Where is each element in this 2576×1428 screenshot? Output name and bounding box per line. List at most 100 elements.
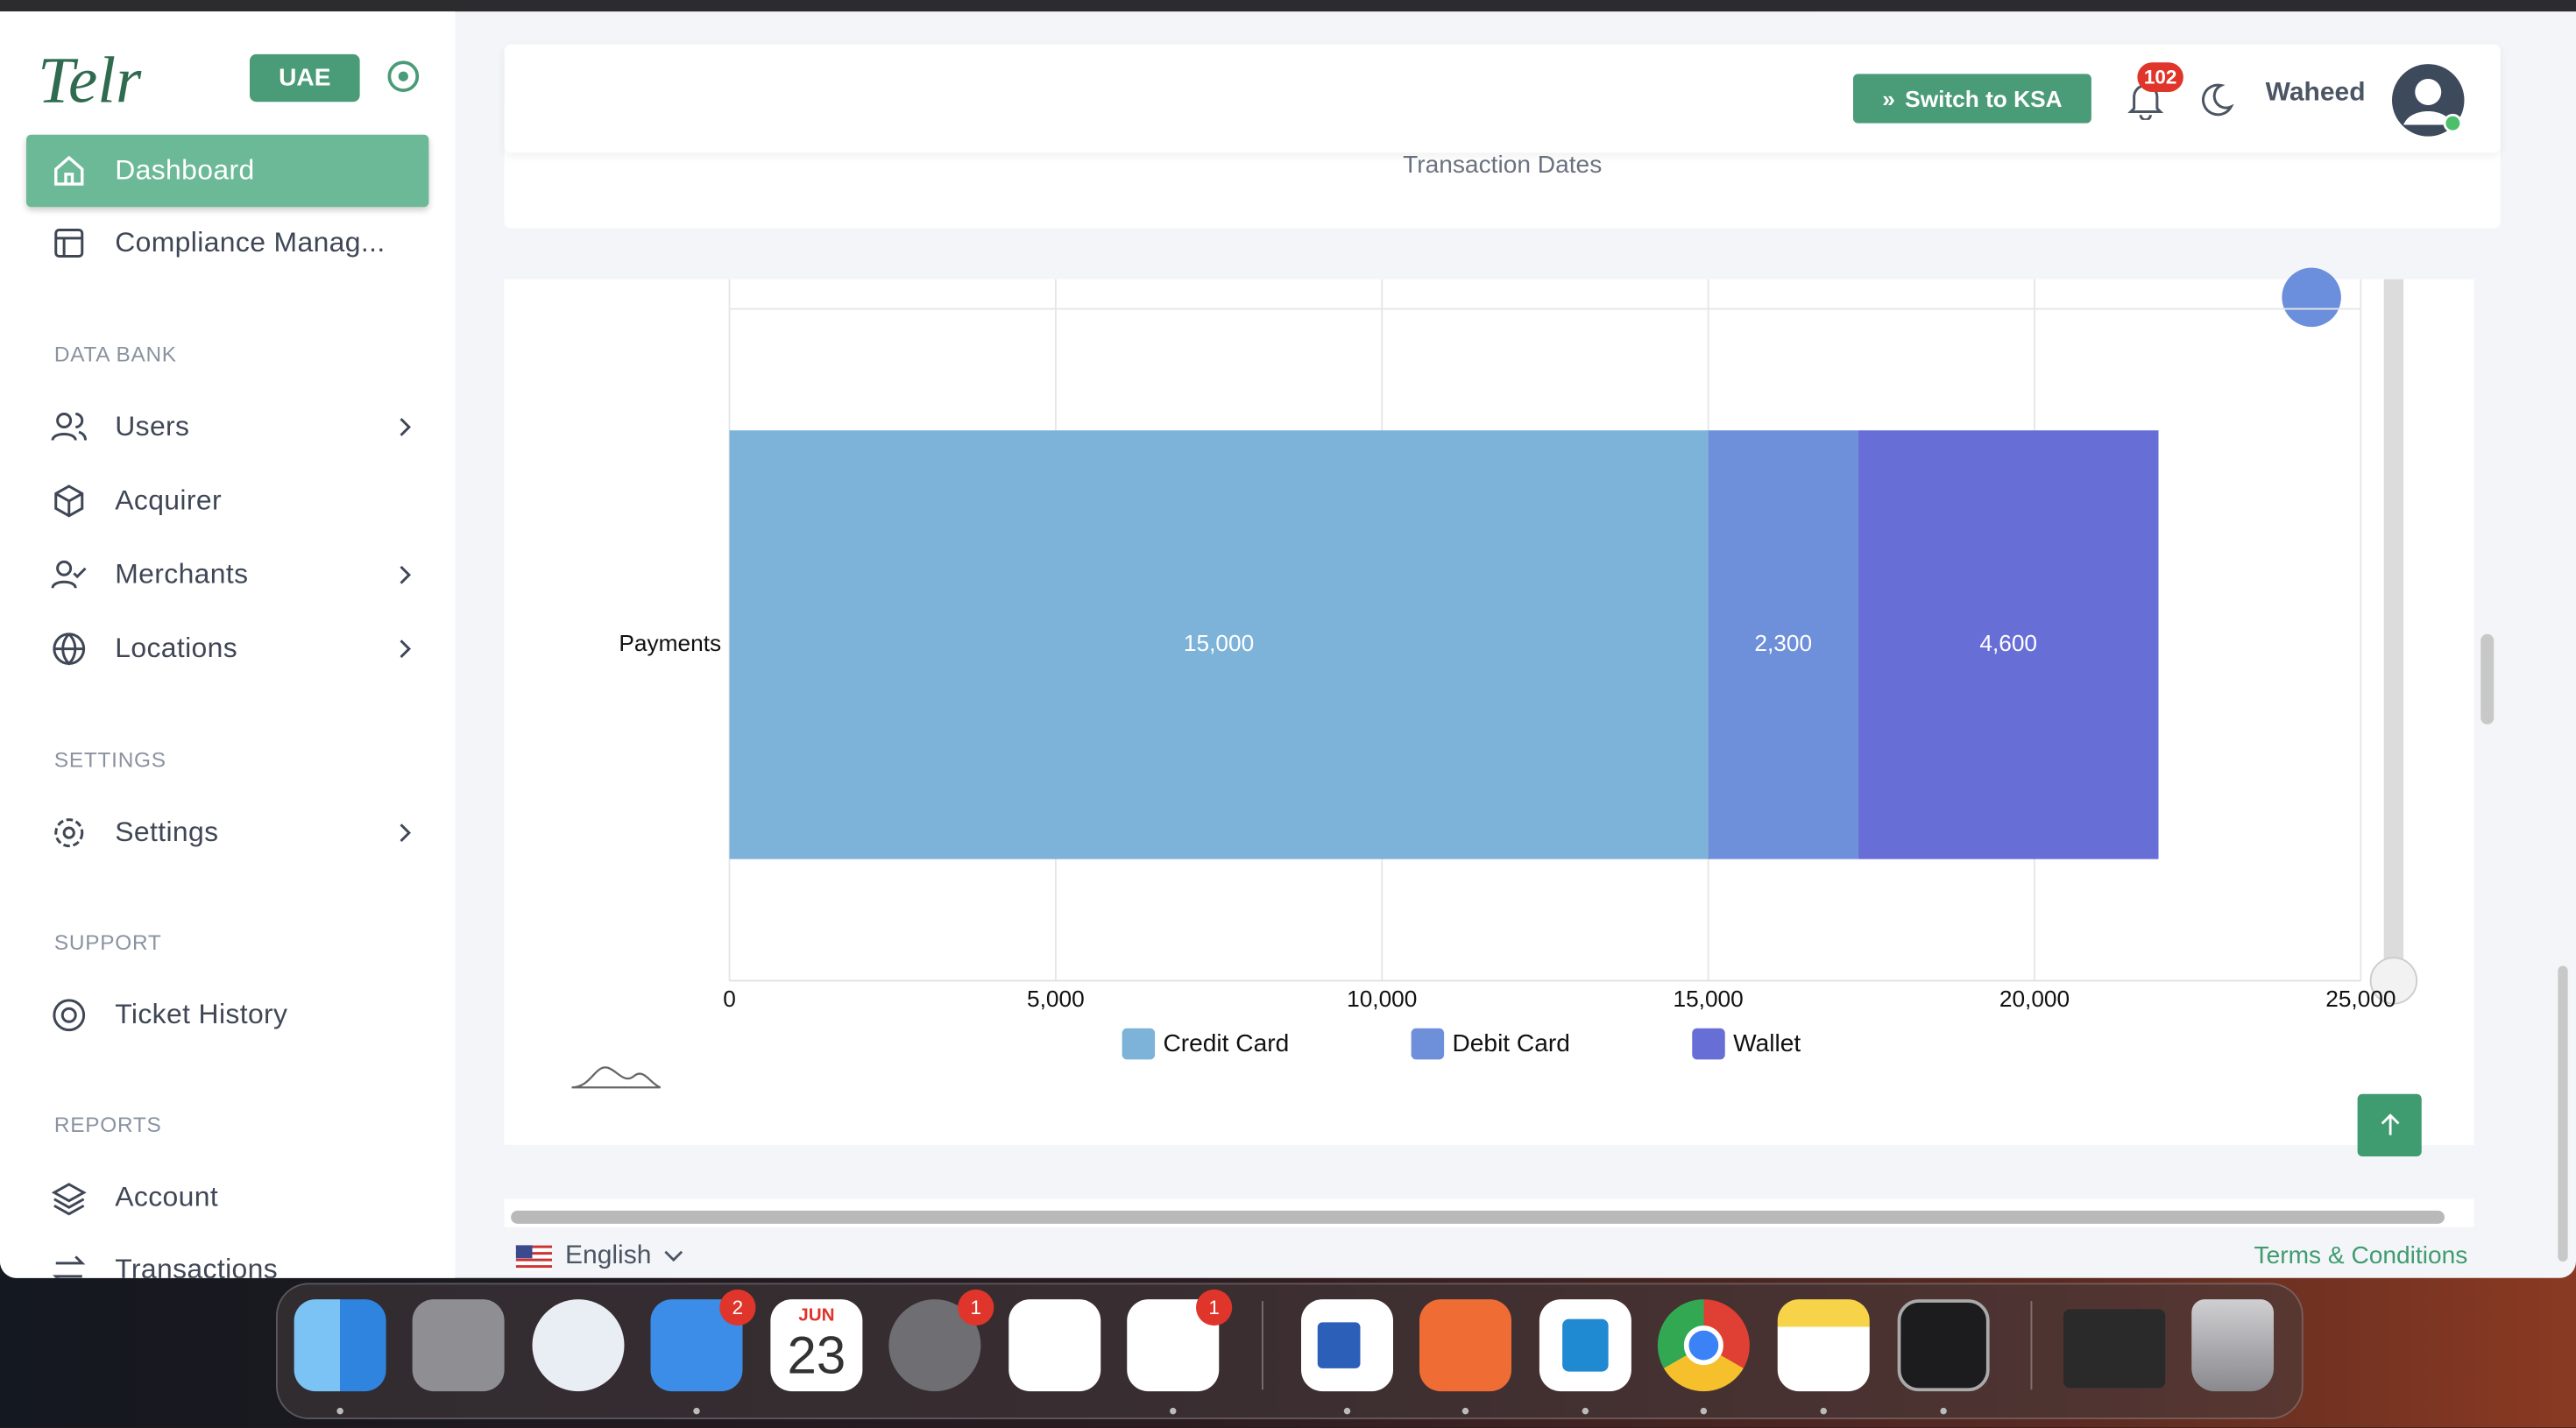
section-heading: DATA BANK [53,342,177,367]
x-tick-label: 25,000 [2325,986,2396,1012]
page-scrollbar[interactable] [2558,965,2568,1262]
x-tick-label: 10,000 [1347,986,1417,1012]
zoom-handle[interactable] [2282,267,2341,328]
slack[interactable]: 1 [1127,1289,1233,1392]
icon [53,1255,86,1278]
chevron [400,418,411,436]
scroll-top-button[interactable] [2357,1093,2422,1156]
nav-merchants[interactable]: Merchants [26,539,428,611]
mail[interactable]: 2 [650,1289,756,1392]
icon [54,229,84,258]
calendar-day: 23 [787,1325,846,1385]
terminal[interactable] [1897,1299,1990,1392]
icon [54,155,84,186]
nav-label: Settings [115,816,219,848]
switch-button[interactable]: » Switch to KSA [1853,74,2091,124]
nav-transactions[interactable]: Transactions [26,1234,428,1278]
target-icon[interactable] [386,60,421,94]
nav-label: Locations [115,632,238,664]
running-dot [1343,1407,1351,1415]
chevron [400,640,411,659]
theme-icon[interactable] [2198,82,2234,118]
icon [51,413,87,441]
h-scrollbar[interactable] [511,1210,2445,1224]
chrome[interactable] [1657,1299,1750,1392]
up-arrow [2380,1113,2399,1135]
icon [54,818,84,848]
nav-label: Acquirer [115,484,222,516]
postman[interactable] [1419,1299,1511,1392]
category-label: Payments [619,630,721,656]
user-name: Waheed [2265,79,2366,107]
zoom-scrollbar[interactable] [2383,279,2404,970]
nav-dashboard[interactable]: Dashboard [26,134,429,208]
safari[interactable] [532,1299,625,1392]
x-tick-label: 0 [723,986,736,1012]
language-select[interactable]: English [515,1241,684,1272]
icon [54,484,84,518]
calendar[interactable]: JUN 23 [770,1299,863,1392]
section-heading: SUPPORT [53,930,162,955]
running-dot [1940,1407,1947,1415]
nav-users[interactable]: Users [26,391,428,463]
flag [515,1244,552,1269]
nav-label: Users [115,410,190,442]
nav-label: Merchants [115,558,249,590]
freeform[interactable] [1008,1299,1101,1392]
icon [51,560,87,589]
arrows-icon: » [1882,85,1895,112]
mail-badge: 2 [719,1289,756,1326]
nav-compliance[interactable]: Compliance Manag... [26,207,428,279]
settings-badge: 1 [958,1289,994,1326]
nav-label: Transactions [115,1253,279,1278]
icon [53,633,86,666]
switch-label: Switch to KSA [1905,85,2063,112]
zoom-handle[interactable] [2369,957,2418,1005]
nav-acquirer[interactable]: Acquirer [26,465,428,538]
system-settings[interactable]: 1 [888,1289,994,1392]
language-label: English [565,1241,652,1270]
dock-separator [2030,1301,2033,1390]
brand: Telr [38,42,142,117]
avatar[interactable] [2390,62,2466,138]
calendar-month: JUN [798,1305,835,1326]
running-dot [1820,1407,1827,1415]
legend-swatch [1122,1028,1156,1060]
notification-badge: 102 [2137,62,2183,92]
slack-badge: 1 [1196,1289,1233,1326]
v-scrollbar[interactable] [2480,633,2495,725]
nav-settings[interactable]: Settings [26,796,428,869]
word[interactable] [1301,1299,1393,1392]
chrome-center [1683,1325,1723,1366]
terms-link[interactable]: Terms & Conditions [2254,1241,2468,1270]
trash[interactable] [2191,1299,2274,1392]
nav-tickets[interactable]: Ticket History [26,979,428,1052]
window-bar [0,0,2576,12]
window-preview[interactable] [2063,1309,2166,1389]
filter-label: Transaction Dates [1403,151,1603,180]
legend-swatch [1692,1028,1725,1060]
nav-label: Dashboard [115,154,255,186]
legend-swatch [1411,1028,1445,1060]
bar-segment [1858,430,2159,859]
running-dot [1170,1407,1177,1415]
nav-label: Account [115,1181,219,1212]
nav-account[interactable]: Account [26,1162,428,1234]
value-label: 15,000 [1184,630,1254,656]
legend-label: Wallet [1733,1029,1801,1057]
x-tick-label: 5,000 [1027,986,1085,1012]
launchpad[interactable] [412,1299,505,1392]
vscode[interactable] [1539,1299,1631,1392]
chevron [665,1250,684,1262]
running-dot [1461,1407,1469,1415]
icon [51,1183,87,1216]
notes[interactable] [1777,1299,1870,1392]
x-tick-label: 15,000 [1673,986,1743,1012]
running-dot [336,1407,343,1415]
region-badge[interactable]: UAE [250,53,360,103]
finder[interactable] [294,1299,386,1392]
running-dot [1582,1407,1589,1415]
nav-locations[interactable]: Locations [26,612,428,685]
